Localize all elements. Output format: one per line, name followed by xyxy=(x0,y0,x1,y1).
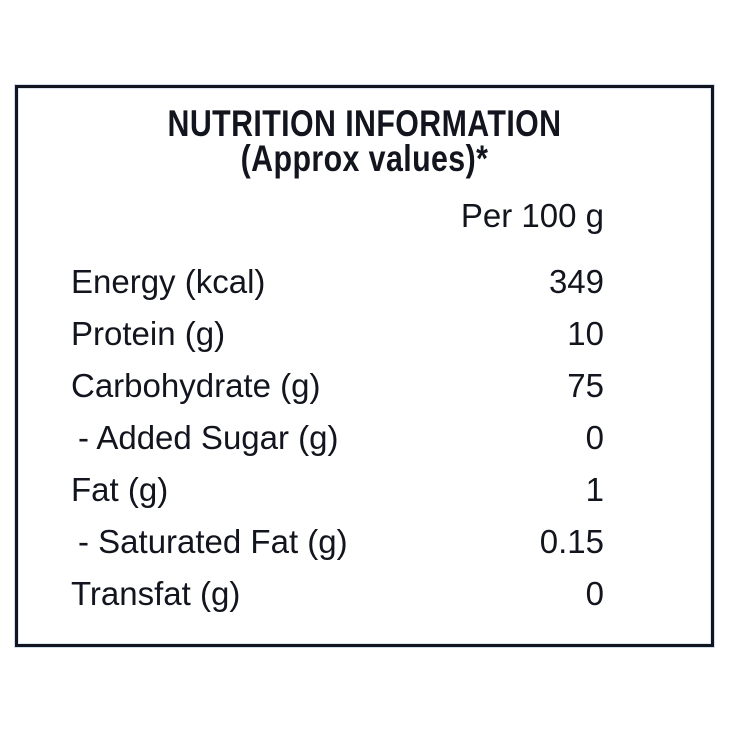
nutrient-value: 75 xyxy=(567,367,604,404)
column-header-per-100g: Per 100 g xyxy=(460,197,604,234)
nutrient-name: - Saturated Fat (g) xyxy=(78,523,348,560)
label-title-block: NUTRITION INFORMATION (Approx values)* xyxy=(80,103,648,179)
nutrient-name: Energy (kcal) xyxy=(71,263,266,300)
nutrient-value: 0 xyxy=(585,575,604,612)
nutrient-name: Transfat (g) xyxy=(71,575,241,612)
nutrition-label-box: NUTRITION INFORMATION (Approx values)* P… xyxy=(15,85,714,647)
nutrition-row-carbohydrate: Carbohydrate (g) 75 xyxy=(71,360,604,412)
nutrient-value: 10 xyxy=(567,315,604,352)
nutrition-row-added-sugar: - Added Sugar (g) 0 xyxy=(71,412,604,464)
nutrient-name: Carbohydrate (g) xyxy=(71,367,321,404)
nutrient-name: Protein (g) xyxy=(71,315,226,352)
nutrient-name: Fat (g) xyxy=(71,471,169,508)
label-subtitle: (Approx values)* xyxy=(240,138,489,179)
nutrition-row-energy: Energy (kcal) 349 xyxy=(71,256,604,308)
nutrient-value: 0.15 xyxy=(539,523,604,560)
nutrition-row-transfat: Transfat (g) 0 xyxy=(71,568,604,620)
nutrition-row-protein: Protein (g) 10 xyxy=(71,308,604,360)
nutrition-row-fat: Fat (g) 1 xyxy=(71,464,604,516)
nutrient-value: 349 xyxy=(548,263,604,300)
label-title: NUTRITION INFORMATION xyxy=(167,103,562,144)
nutrient-value: 0 xyxy=(585,419,604,456)
nutrition-row-saturated-fat: - Saturated Fat (g) 0.15 xyxy=(71,516,604,568)
nutrient-value: 1 xyxy=(585,471,604,508)
nutrient-name: - Added Sugar (g) xyxy=(78,419,339,456)
nutrition-rows: Energy (kcal) 349 Protein (g) 10 Carbohy… xyxy=(71,256,604,620)
